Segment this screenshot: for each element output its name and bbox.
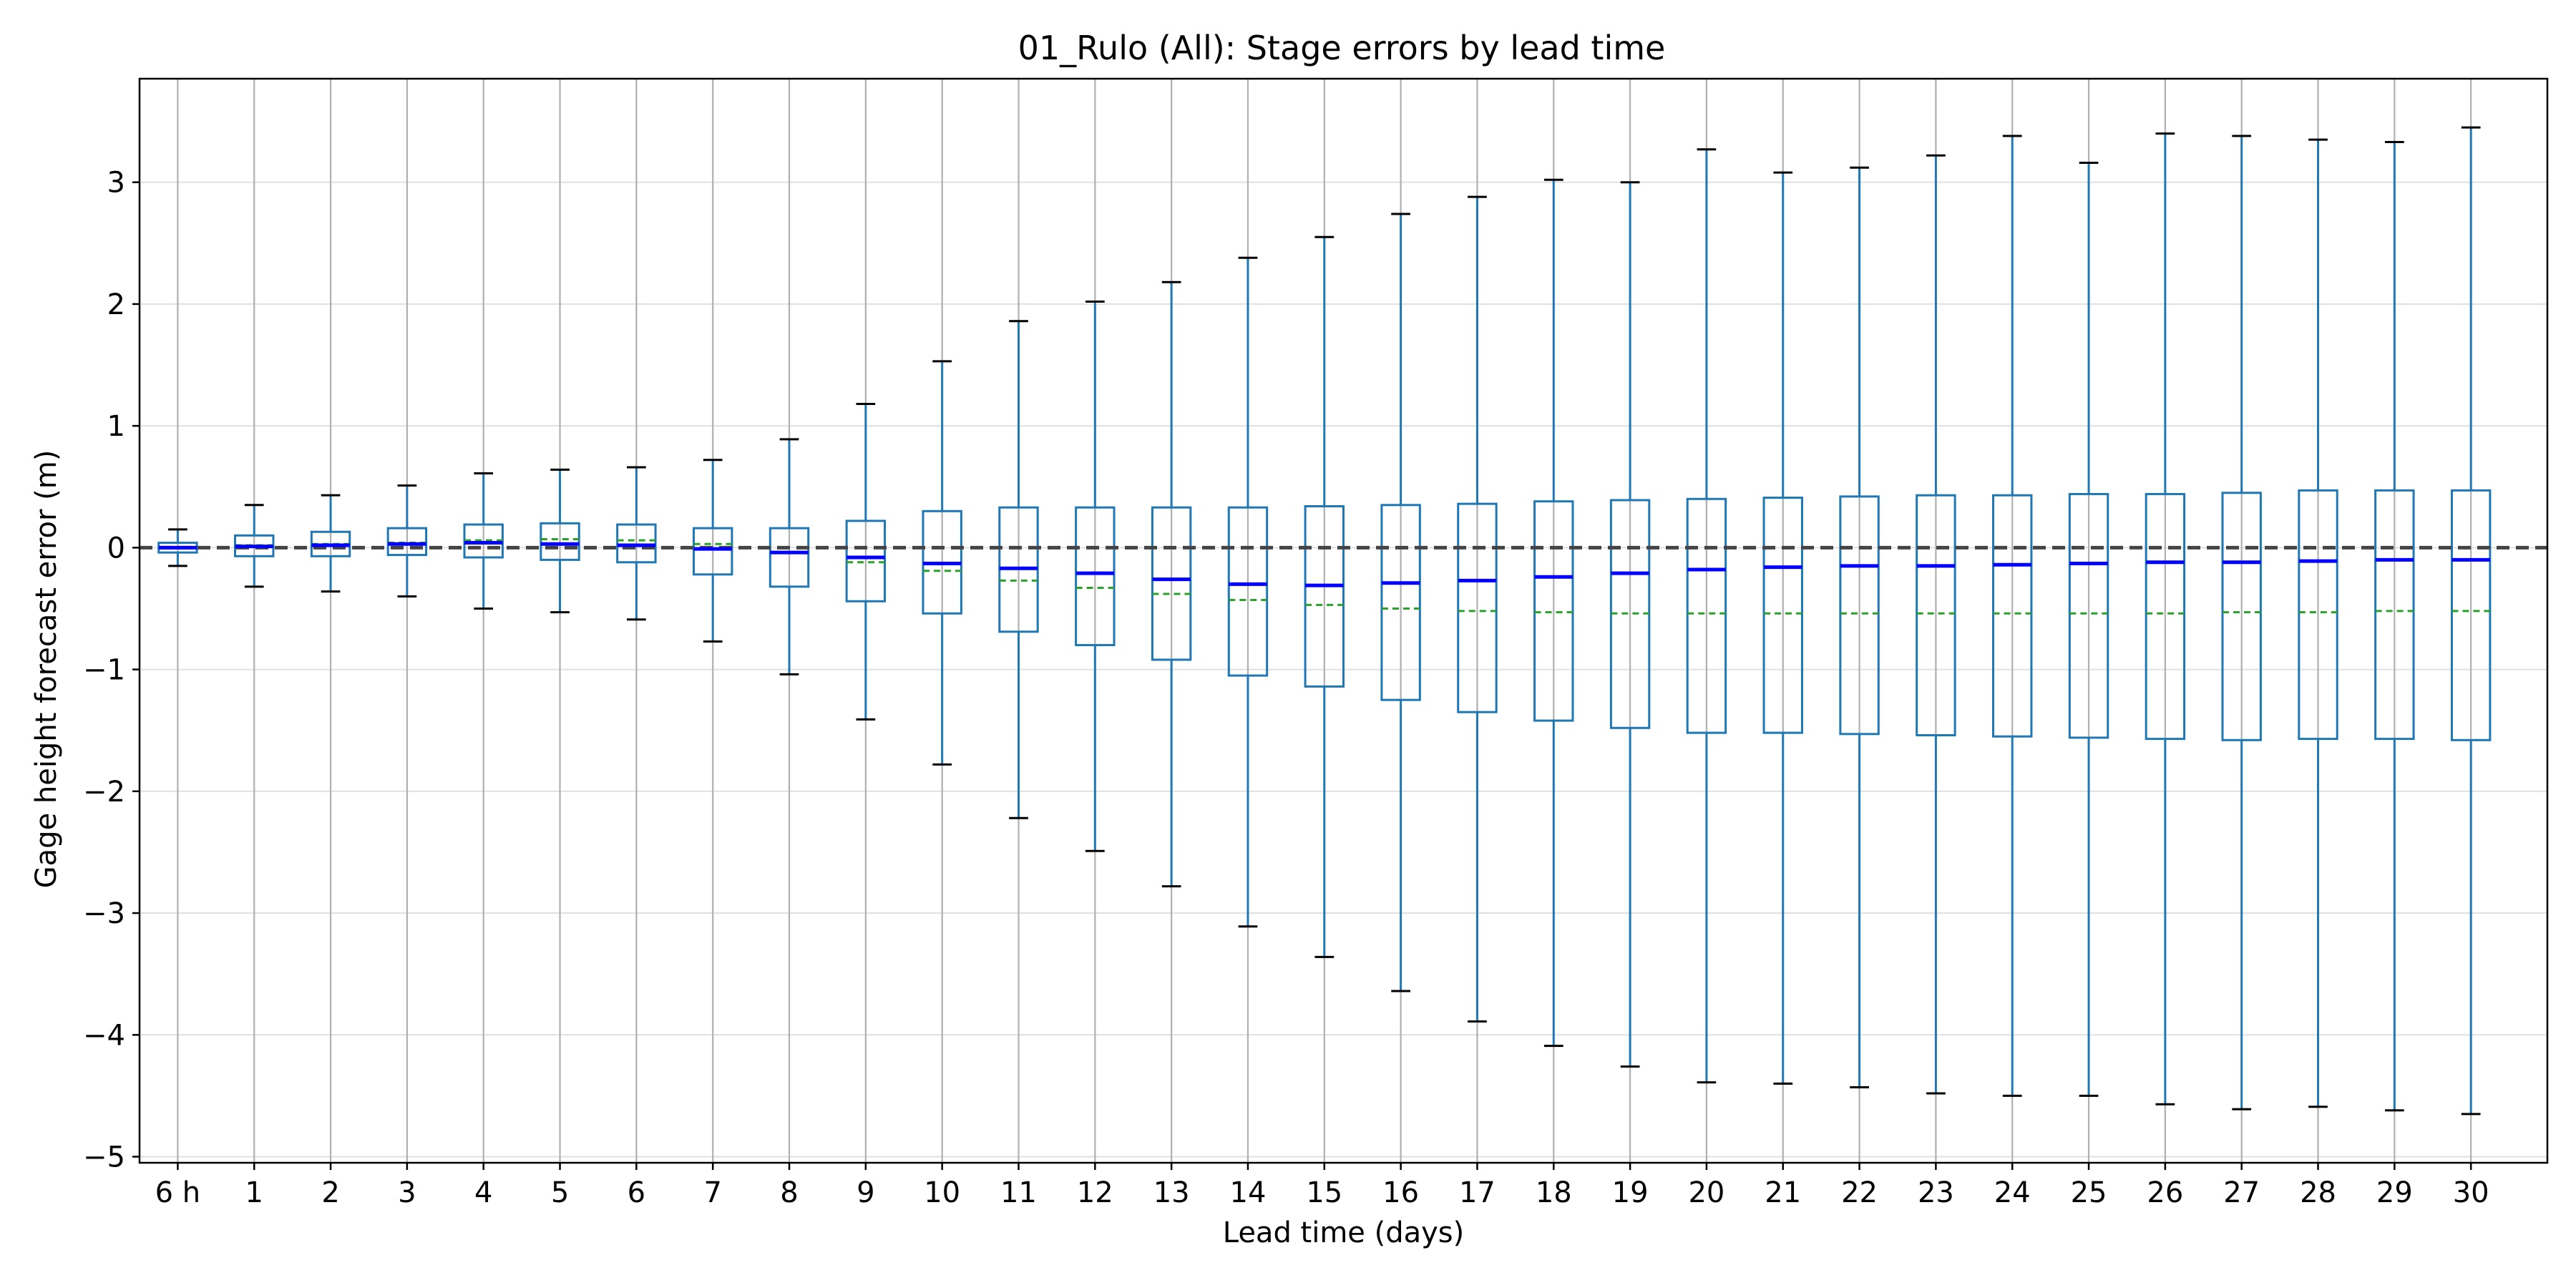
box bbox=[386, 527, 428, 557]
y-tick-label: 2 bbox=[107, 288, 125, 321]
x-tick-label: 20 bbox=[1688, 1176, 1724, 1209]
x-axis-label: Lead time (days) bbox=[1222, 1216, 1465, 1249]
x-tick-label: 24 bbox=[1994, 1176, 2031, 1209]
x-tick-label: 5 bbox=[551, 1176, 569, 1209]
x-tick-label: 13 bbox=[1153, 1176, 1190, 1209]
box bbox=[2298, 489, 2338, 741]
y-tick-label: −5 bbox=[83, 1141, 125, 1174]
x-tick-label: 6 bbox=[628, 1176, 645, 1209]
box bbox=[1457, 502, 1498, 713]
box bbox=[1533, 500, 1574, 722]
box bbox=[1075, 506, 1116, 647]
y-tick-label: 1 bbox=[107, 410, 125, 443]
box bbox=[1762, 497, 1803, 734]
box bbox=[769, 527, 810, 588]
x-tick-label: 10 bbox=[924, 1176, 960, 1209]
x-tick-label: 22 bbox=[1841, 1176, 1878, 1209]
box bbox=[1839, 495, 1880, 736]
x-tick-label: 17 bbox=[1459, 1176, 1496, 1209]
x-tick-label: 14 bbox=[1230, 1176, 1267, 1209]
y-tick-label: −4 bbox=[83, 1019, 125, 1052]
box bbox=[692, 527, 733, 576]
box bbox=[1686, 497, 1727, 734]
x-tick-label: 8 bbox=[780, 1176, 798, 1209]
x-tick-label: 28 bbox=[2300, 1176, 2336, 1209]
x-tick-label: 16 bbox=[1382, 1176, 1419, 1209]
x-tick-label: 21 bbox=[1765, 1176, 1801, 1209]
x-tick-label: 23 bbox=[1918, 1176, 1954, 1209]
box bbox=[845, 519, 887, 602]
y-tick-label: −2 bbox=[83, 776, 125, 809]
box bbox=[1380, 504, 1421, 701]
y-tick-label: 0 bbox=[107, 532, 125, 565]
box bbox=[2374, 489, 2415, 741]
x-tick-label: 6 h bbox=[155, 1176, 201, 1209]
box bbox=[2450, 489, 2492, 741]
y-tick-label: 3 bbox=[107, 167, 125, 200]
x-tick-label: 2 bbox=[321, 1176, 339, 1209]
x-tick-label: 1 bbox=[245, 1176, 263, 1209]
box bbox=[1916, 494, 1956, 737]
x-tick-label: 27 bbox=[2223, 1176, 2260, 1209]
x-tick-label: 3 bbox=[398, 1176, 416, 1209]
box bbox=[2068, 492, 2109, 739]
x-tick-label: 18 bbox=[1536, 1176, 1572, 1209]
box bbox=[616, 523, 657, 564]
x-tick-label: 11 bbox=[1000, 1176, 1037, 1209]
x-tick-label: 19 bbox=[1612, 1176, 1649, 1209]
plot-frame bbox=[138, 77, 2549, 1164]
box bbox=[540, 522, 580, 561]
x-tick-label: 9 bbox=[857, 1176, 874, 1209]
y-tick-label: −1 bbox=[83, 654, 125, 687]
box bbox=[1304, 504, 1345, 688]
x-tick-label: 25 bbox=[2071, 1176, 2107, 1209]
box bbox=[1151, 506, 1192, 661]
box bbox=[1227, 506, 1269, 677]
box bbox=[1992, 494, 2033, 738]
x-tick-label: 4 bbox=[474, 1176, 492, 1209]
x-tick-label: 29 bbox=[2376, 1176, 2413, 1209]
box bbox=[2145, 492, 2186, 741]
y-tick-label: −3 bbox=[83, 897, 125, 930]
x-tick-label: 12 bbox=[1077, 1176, 1113, 1209]
x-tick-label: 15 bbox=[1306, 1176, 1342, 1209]
box bbox=[2221, 492, 2262, 741]
x-tick-label: 30 bbox=[2453, 1176, 2489, 1209]
chart-title: 01_Rulo (All): Stage errors by lead time bbox=[1018, 29, 1666, 67]
x-tick-label: 26 bbox=[2147, 1176, 2183, 1209]
x-tick-label: 7 bbox=[703, 1176, 721, 1209]
